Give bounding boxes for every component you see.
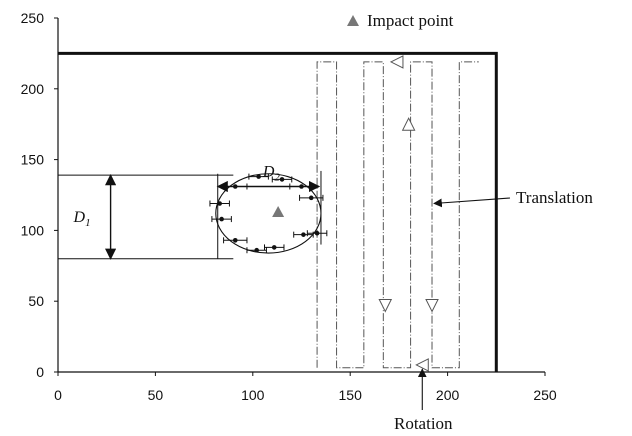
x-tick-label: 250 (533, 387, 557, 403)
scan-direction-arrows (378, 55, 439, 372)
data-point (232, 238, 238, 243)
translation-arrow (433, 197, 511, 208)
data-point (256, 174, 261, 179)
scan-arrow-left-icon (415, 358, 429, 372)
scan-path (316, 61, 479, 369)
x-tick-label: 150 (339, 387, 363, 403)
x-tick-label: 200 (436, 387, 460, 403)
y-tick-label: 250 (21, 10, 45, 26)
impact-point-marker (272, 205, 285, 217)
dimension-label: D2 (262, 164, 281, 184)
legend-triangle-icon (347, 15, 359, 26)
scan-arrow-down-icon (425, 298, 439, 313)
boundary-line (58, 51, 498, 372)
data-point (219, 216, 224, 222)
scan-arrow-left-icon (389, 55, 404, 69)
data-point (308, 195, 314, 201)
x-tick-label: 100 (241, 387, 265, 403)
data-point (301, 232, 306, 237)
axis-ticks: 0 50 100 150 200 250 0 50 100 150 200 250 (21, 10, 557, 403)
y-tick-label: 150 (21, 152, 45, 168)
y-tick-label: 0 (36, 364, 44, 380)
scan-arrow-up-icon (401, 117, 416, 131)
y-tick-label: 100 (21, 222, 45, 238)
x-tick-label: 50 (148, 387, 164, 403)
data-point (254, 247, 259, 253)
data-point (271, 245, 277, 250)
data-point (279, 177, 285, 182)
dimension-label: D1 (73, 209, 91, 229)
data-point (314, 230, 320, 236)
fitted-ellipse (215, 173, 322, 254)
x-tick-label: 0 (54, 387, 62, 403)
legend-label: Impact point (367, 11, 454, 30)
measured-points (209, 173, 328, 254)
rotation-label: Rotation (394, 414, 453, 433)
translation-label: Translation (516, 188, 593, 207)
data-point (217, 201, 222, 206)
y-tick-label: 50 (28, 293, 44, 309)
y-tick-label: 200 (21, 81, 45, 97)
scan-arrow-down-icon (378, 298, 393, 313)
